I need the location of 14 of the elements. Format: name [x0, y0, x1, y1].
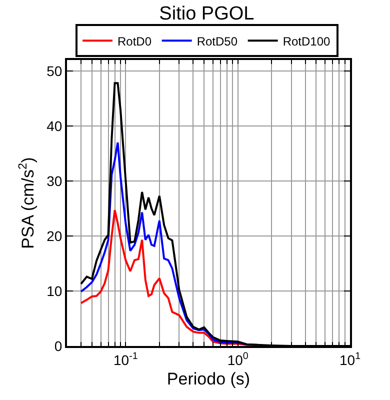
x-axis-title: Periodo (s): [166, 370, 250, 389]
legend-label: RotD0: [117, 34, 152, 48]
y-tick-label: 10: [46, 282, 62, 299]
y-tick-label: 0: [54, 338, 62, 354]
x-tick-label: 10$^{1}$: [339, 350, 361, 368]
y-tick-label: 50: [46, 62, 62, 79]
legend-label: RotD50: [196, 34, 238, 48]
x-tick-label: 10$^{0}$: [227, 350, 249, 368]
x-tick-label: 10$^{-1}$: [114, 350, 138, 368]
legend-label: RotD100: [282, 34, 331, 48]
y-tick-label: 20: [46, 228, 62, 244]
y-tick-label: 40: [46, 118, 62, 134]
y-tick-label: 30: [46, 172, 62, 189]
chart-title: Sitio PGOL: [159, 3, 254, 24]
